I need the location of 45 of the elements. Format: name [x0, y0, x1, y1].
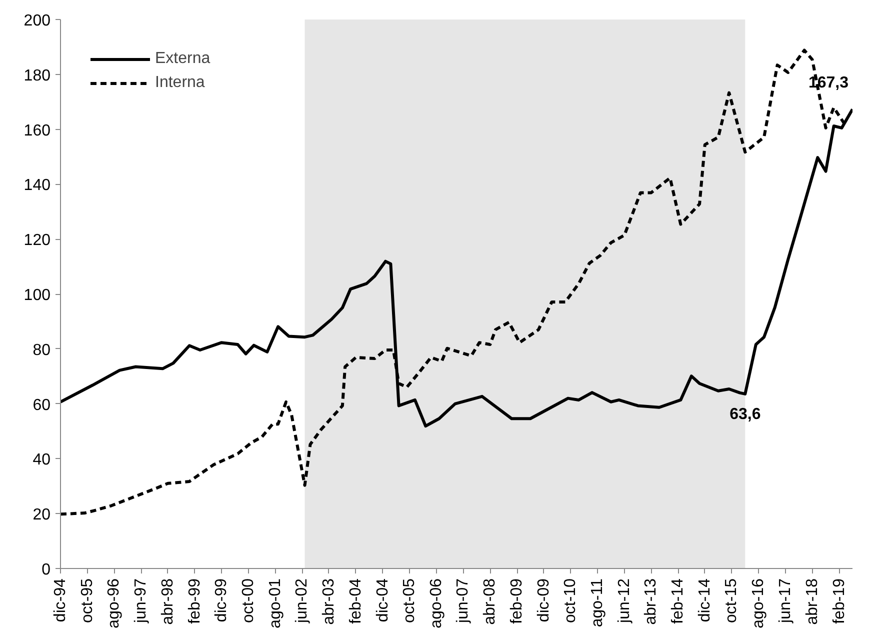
- x-tick-label: dic-04: [374, 578, 392, 622]
- y-tick-label: 60: [32, 396, 51, 414]
- x-tick-label: jun-07: [454, 578, 472, 624]
- x-tick-label: abr-08: [482, 578, 499, 625]
- x-tick-label: jun-17: [776, 578, 794, 624]
- x-tick-label: abr-03: [320, 578, 338, 625]
- y-tick-label: 120: [24, 232, 51, 250]
- x-tick-label: oct-10: [562, 578, 580, 623]
- x-tick-label: ago-96: [106, 578, 123, 628]
- y-tick-label: 20: [32, 506, 51, 524]
- x-tick-label: abr-98: [159, 578, 176, 625]
- x-tick-label: feb-19: [830, 578, 848, 624]
- x-tick-label: feb-14: [670, 578, 687, 624]
- annotation: 167,3: [808, 74, 849, 92]
- x-tick-label: ago-06: [428, 578, 445, 628]
- x-tick-label: oct-15: [723, 578, 740, 623]
- x-tick-label: ago-01: [266, 578, 284, 628]
- x-tick-label: abr-18: [804, 578, 821, 625]
- legend-label: Externa: [155, 50, 210, 68]
- x-tick-label: jun-02: [294, 578, 311, 624]
- annotation: 63,6: [730, 406, 761, 423]
- x-tick-label: feb-04: [347, 578, 364, 624]
- x-tick-label: jun-97: [132, 578, 150, 624]
- x-tick-label: dic-14: [696, 578, 714, 622]
- legend-label: Interna: [155, 74, 205, 92]
- x-tick-label: abr-13: [642, 578, 660, 625]
- x-tick-label: dic-09: [535, 578, 552, 622]
- y-tick-label: 80: [32, 342, 51, 359]
- y-tick-label: 200: [24, 12, 51, 30]
- x-tick-label: feb-99: [186, 578, 204, 624]
- x-tick-label: oct-00: [240, 578, 257, 623]
- x-tick-label: dic-99: [213, 578, 230, 622]
- y-tick-label: 0: [42, 562, 51, 578]
- x-tick-label: ago-16: [750, 578, 768, 628]
- y-tick-label: 140: [24, 177, 51, 194]
- x-tick-label: oct-05: [401, 578, 418, 623]
- x-tick-label: feb-09: [508, 578, 526, 624]
- x-tick-label: ago-11: [588, 578, 606, 628]
- y-tick-label: 40: [32, 452, 51, 469]
- x-tick-label: oct-95: [78, 578, 96, 623]
- y-tick-label: 180: [24, 67, 51, 84]
- x-tick-label: jun-12: [616, 578, 633, 624]
- x-tick-label: dic-94: [52, 578, 69, 622]
- y-tick-label: 160: [24, 122, 51, 140]
- y-tick-label: 100: [24, 287, 51, 304]
